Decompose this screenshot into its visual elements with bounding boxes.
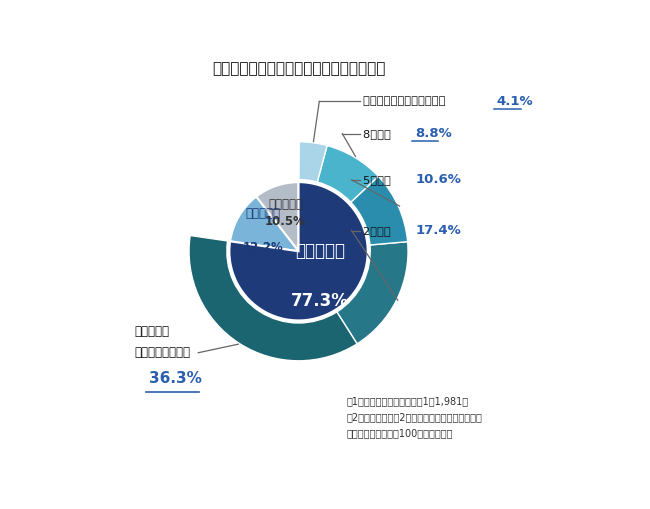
Text: 36.3%: 36.3% [149,371,202,386]
Text: 影響はない

12.2%: 影響はない 12.2% [242,207,283,254]
Text: 分からない
10.5%: 分からない 10.5% [265,199,306,229]
Wedge shape [317,146,378,202]
Wedge shape [229,182,368,321]
Text: 全くできていない: 全くできていない [135,346,191,359]
Text: 17.4%: 17.4% [415,224,461,237]
Wedge shape [256,182,298,251]
Wedge shape [337,242,408,344]
Text: 2割程度: 2割程度 [363,225,398,236]
Text: 注2：小数点以下第2位を四捨五入しているため、: 注2：小数点以下第2位を四捨五入しているため、 [347,412,483,422]
Wedge shape [230,196,298,251]
Text: 原材料不足や高騰の影響と価格転嫁の状況: 原材料不足や高騰の影響と価格転嫁の状況 [212,62,385,77]
Text: 価格転嫁は: 価格転嫁は [135,325,170,338]
Text: 価格転嫁は全てできている: 価格転嫁は全てできている [363,96,453,106]
Text: 8割程度: 8割程度 [363,129,398,138]
Text: 合計は必ずしも100とはならない: 合計は必ずしも100とはならない [347,429,454,438]
Wedge shape [189,236,358,361]
Text: 8.8%: 8.8% [415,127,452,140]
Wedge shape [351,176,408,245]
Text: 10.6%: 10.6% [415,173,461,186]
Text: 注1：母数は、有効回答企業1万1,981社: 注1：母数は、有効回答企業1万1,981社 [347,396,469,406]
Text: 4.1%: 4.1% [497,95,533,108]
Text: 5割程度: 5割程度 [363,175,398,185]
Text: 影響がある

77.3%: 影響がある 77.3% [291,242,349,310]
Wedge shape [299,142,327,182]
